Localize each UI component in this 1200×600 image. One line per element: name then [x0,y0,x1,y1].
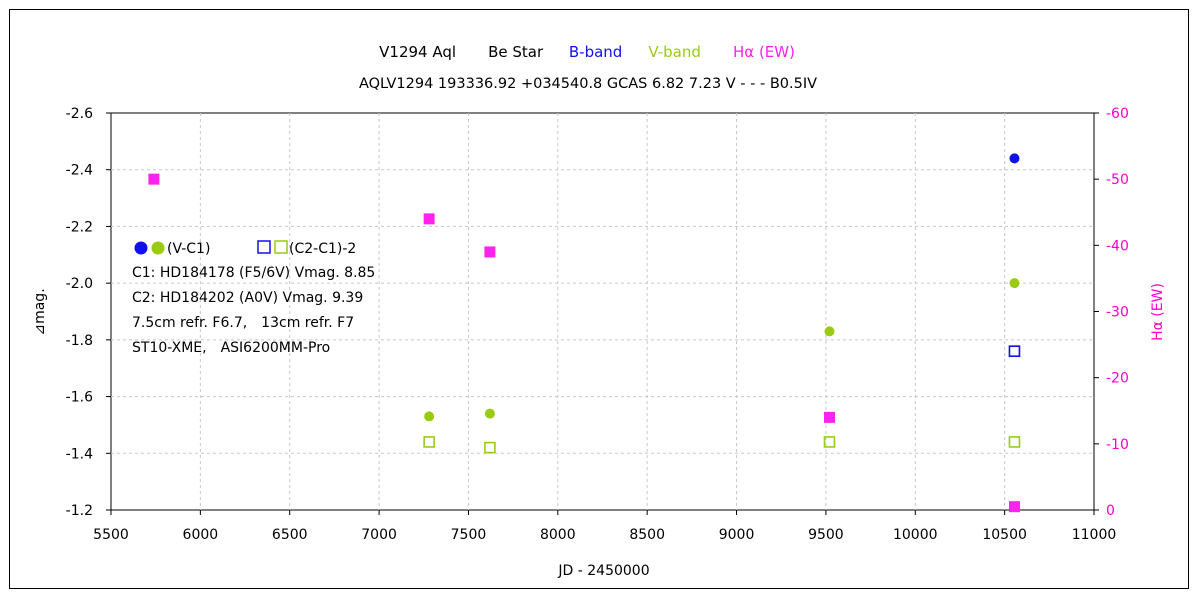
y2-tick-label: -50 [1106,172,1129,188]
title-legend-b: B-band [569,43,622,61]
x-tick-label: 10000 [893,527,938,543]
x-tick-label: 9000 [719,527,755,543]
x-tick-label: 7500 [451,527,487,543]
data-marks [148,153,1021,513]
chart-title: V1294 Aql Be Star B-band V-band Hα (EW) [379,43,795,61]
annotation-line-3: 7.5cm refr. F6.7, 13cm refr. F7 [132,315,354,331]
data-point [424,411,435,422]
y-tick-label: -1.6 [66,390,93,406]
data-point [1008,345,1021,358]
x-tick-label: 11000 [1072,527,1117,543]
x-tick-label: 8000 [540,527,576,543]
legend-v-square-icon [274,240,288,254]
x-tick-label: 9500 [808,527,844,543]
title-object: V1294 Aql [379,43,456,61]
data-point [1009,278,1020,289]
data-point [148,173,160,185]
x-tick-label: 8500 [629,527,665,543]
y2-axis-ticks: -60 -50 -40 -30 -20 -10 0 [1094,106,1129,519]
data-point [1008,436,1021,448]
gridlines [111,113,1094,510]
data-point [1008,501,1020,513]
title-legend-v: V-band [648,43,701,61]
chart-subtitle: AQLV1294 193336.92 +034540.8 GCAS 6.82 7… [359,76,817,92]
y2-tick-label: -30 [1106,305,1129,321]
y-tick-label: -2.6 [66,106,93,122]
y-tick-label: -2.0 [66,276,93,292]
x-tick-label: 6500 [272,527,308,543]
data-point [484,408,495,419]
y-axis-label: ⊿mag. [32,288,48,335]
y2-tick-label: 0 [1106,503,1115,519]
y2-tick-label: -60 [1106,106,1129,122]
y-tick-label: -1.8 [66,333,93,349]
data-point [423,213,435,225]
y2-tick-label: -20 [1106,371,1129,387]
y-tick-label: -2.4 [66,163,93,179]
data-point [823,436,836,448]
annotation-line-2: C2: HD184202 (A0V) Vmag. 9.39 [132,290,363,306]
x-axis-ticks: 5500 6000 6500 7000 7500 8000 8500 9000 9500 1000… [93,510,1116,543]
y-tick-label: -2.2 [66,219,93,235]
legend-c2c1-label: (C2-C1)-2 [289,241,356,257]
title-legend-ha: Hα (EW) [733,43,795,61]
annotation-line-4: ST10-XME, ASI6200MM-Pro [132,340,330,356]
legend-b-circle-icon [134,241,148,255]
x-tick-label: 5500 [93,527,129,543]
y-axis-ticks: -2.6 -2.4 -2.2 -2.0 -1.8 -1.6 -1.4 -1.2 [66,106,111,519]
x-tick-label: 6000 [183,527,219,543]
annotation-line-1: C1: HD184178 (F5/6V) Vmag. 8.85 [132,265,375,281]
legend-v-circle-icon [151,241,165,255]
annotation-legend: (V-C1) (C2-C1)-2 C1: HD184178 (F5/6V) Vm… [132,240,375,356]
y2-tick-label: -40 [1106,238,1129,254]
data-point [823,411,835,423]
y-tick-label: -1.2 [66,503,93,519]
title-kind: Be Star [488,43,544,61]
data-point [1009,153,1020,164]
data-point [423,436,435,448]
y2-tick-label: -10 [1106,437,1129,453]
data-point [484,246,496,258]
data-point [824,326,835,337]
x-axis-label: JD - 2450000 [557,563,649,579]
plot-area [110,112,1095,511]
y2-axis-label: Hα (EW) [1150,283,1166,341]
y-tick-label: -1.4 [66,446,93,462]
x-tick-label: 7000 [361,527,397,543]
data-point [484,441,496,454]
legend-vc1-label: (V-C1) [167,241,210,257]
chart-frame [9,9,1189,589]
legend-b-square-icon [257,240,271,254]
x-tick-label: 10500 [982,527,1027,543]
